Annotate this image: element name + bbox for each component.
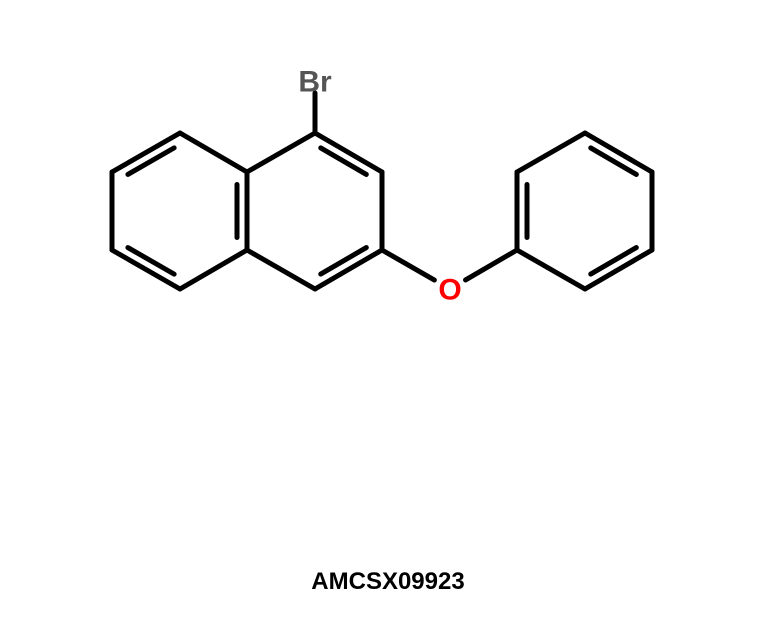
o-atom-label: O	[438, 274, 461, 307]
br-atom-label: Br	[298, 66, 332, 99]
molecule-svg: Br O	[0, 0, 776, 630]
compound-id-caption: AMCSX09923	[0, 568, 776, 596]
molecule-diagram: { "caption": "AMCSX09923", "background_c…	[0, 0, 776, 630]
